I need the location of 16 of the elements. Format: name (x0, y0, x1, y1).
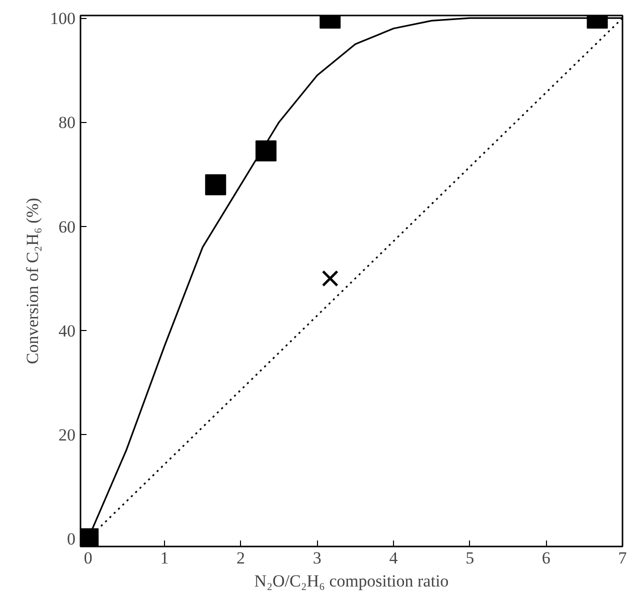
x-tick-label: 6 (542, 548, 550, 568)
x-axis-title: N₂O/C₂H₆ composition ratio (254, 572, 449, 590)
x-tick-label: 7 (618, 548, 628, 568)
x-tick-label: 3 (312, 548, 322, 568)
x-tick-label: 0 (84, 548, 92, 568)
y-axis-title: Conversion of C₂H₆ (%) (23, 198, 42, 364)
y-tick-label: 20 (58, 426, 76, 445)
y-tick-label: 40 (58, 321, 76, 340)
x-tick-label: 4 (389, 548, 398, 568)
y-tick-label: 0 (67, 530, 76, 549)
y-tick-label: 80 (58, 113, 76, 132)
x-tick-label: 5 (466, 548, 474, 568)
x-tick-label: 2 (236, 548, 246, 568)
x-tick-label: 1 (160, 548, 169, 568)
y-tick-label: 100 (50, 9, 76, 28)
y-tick-label: 60 (58, 217, 76, 236)
